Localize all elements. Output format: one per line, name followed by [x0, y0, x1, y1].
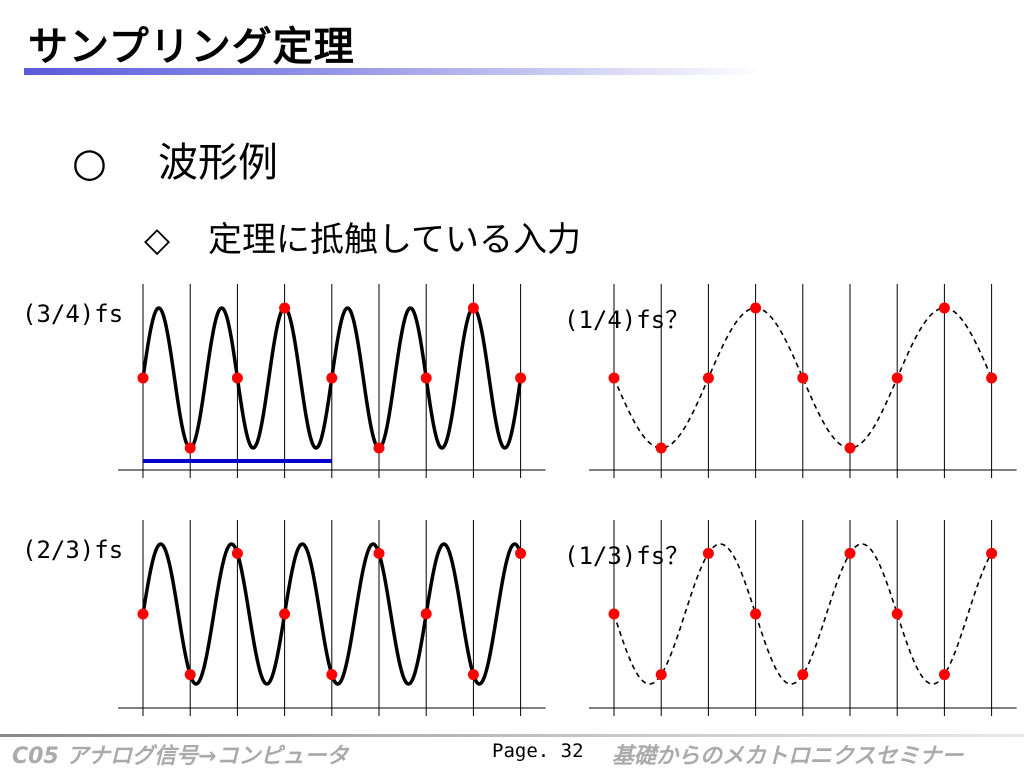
- sample-point: [184, 669, 196, 681]
- sample-point: [938, 669, 950, 681]
- sample-point: [515, 372, 527, 384]
- sample-point: [702, 547, 714, 559]
- panel-label-1-3: (1/3)fs？: [564, 542, 690, 570]
- sample-point: [373, 547, 385, 559]
- sample-point: [326, 669, 338, 681]
- sample-point: [655, 442, 667, 454]
- sample-point: [655, 669, 667, 681]
- footer-page-number: Page. 32: [492, 740, 584, 762]
- sample-point: [750, 608, 762, 620]
- alias-waveform: [613, 543, 993, 685]
- footer-seminar: 基礎からのメカトロニクスセミナー: [612, 744, 964, 769]
- panel-label-1-4: (1/4)fs？: [564, 306, 690, 334]
- sample-point: [797, 372, 809, 384]
- title-underline: [24, 68, 764, 75]
- sample-point: [420, 372, 432, 384]
- sample-point: [137, 372, 149, 384]
- sample-point: [467, 669, 479, 681]
- panel-label-3-4: (3/4)fs: [22, 300, 124, 328]
- heading: ○ 波形例: [72, 130, 278, 188]
- footer-divider: [0, 734, 1024, 737]
- sample-point: [844, 547, 856, 559]
- slide-title: サンプリング定理: [28, 24, 355, 70]
- sample-point: [467, 302, 479, 314]
- sample-point: [373, 442, 385, 454]
- sample-point: [986, 547, 998, 559]
- sample-point: [750, 302, 762, 314]
- sample-point: [608, 372, 620, 384]
- sample-point: [515, 547, 527, 559]
- sample-point: [891, 608, 903, 620]
- sample-point: [137, 608, 149, 620]
- sample-point: [279, 608, 291, 620]
- sample-point: [844, 442, 856, 454]
- sample-point: [702, 372, 714, 384]
- sample-point: [986, 372, 998, 384]
- sample-point: [420, 608, 432, 620]
- circle-bullet: ○: [72, 140, 107, 186]
- subheading-text: 定理に抵触している入力: [208, 220, 581, 260]
- sample-point: [231, 372, 243, 384]
- sample-point: [797, 669, 809, 681]
- diamond-bullet: ◇: [144, 220, 171, 260]
- subheading: ◇ 定理に抵触している入力: [144, 212, 581, 261]
- sample-point: [279, 302, 291, 314]
- sample-point: [184, 442, 196, 454]
- sample-point: [608, 608, 620, 620]
- sample-point: [891, 372, 903, 384]
- sample-point: [938, 302, 950, 314]
- sample-point: [231, 547, 243, 559]
- heading-text: 波形例: [158, 140, 278, 186]
- sample-point: [326, 372, 338, 384]
- footer-course: C05 アナログ信号→コンピュータ: [12, 744, 349, 769]
- panel-label-2-3: (2/3)fs: [22, 536, 124, 564]
